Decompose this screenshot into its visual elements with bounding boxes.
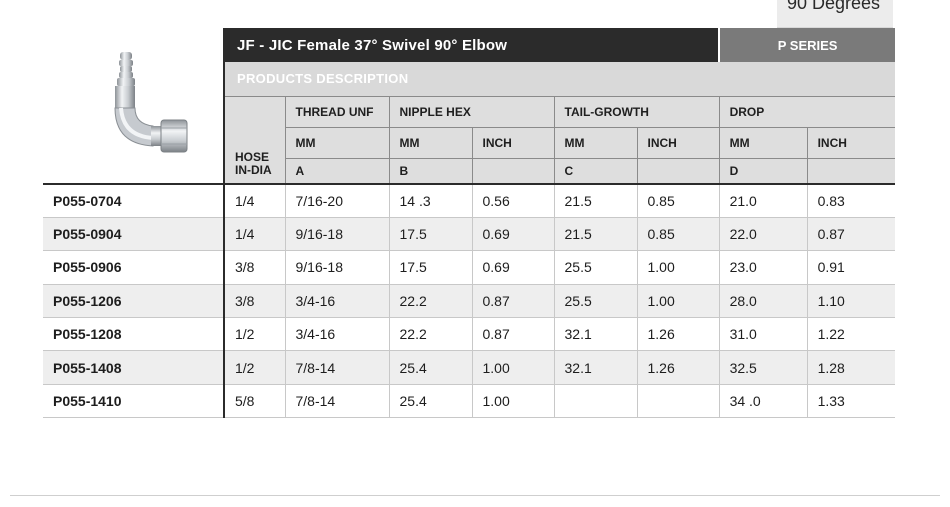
drop-inch: 0.83 xyxy=(806,184,896,218)
nipple-inch: 0.69 xyxy=(471,250,554,285)
nipple-mm: 17.5 xyxy=(388,217,472,252)
products-description-label: PRODUCTS DESCRIPTION xyxy=(224,62,896,97)
drop-mm: 22.0 xyxy=(718,217,808,252)
nipple-mm: 25.4 xyxy=(388,384,472,419)
hose-dia: 3/8 xyxy=(223,250,285,285)
tail-mm xyxy=(553,384,637,419)
dim-a-label: A xyxy=(284,158,389,185)
drop-inch: 1.33 xyxy=(806,384,896,419)
tail-mm: 25.5 xyxy=(553,284,637,319)
product-spec-sheet: JF - JIC Female 37° Swivel 90° Elbow P S… xyxy=(43,28,896,419)
part-number: P055-0704 xyxy=(43,184,225,218)
drop-mm-header: MM xyxy=(718,127,808,159)
tail-mm: 32.1 xyxy=(553,317,637,352)
nipple-mm: 14 .3 xyxy=(388,184,472,218)
thread-unf: 3/4-16 xyxy=(284,284,389,319)
thread-unf: 7/8-14 xyxy=(284,384,389,419)
nipple-inch: 0.56 xyxy=(471,184,554,218)
hose-dia: 1/4 xyxy=(223,184,285,218)
hose-dia: 1/2 xyxy=(223,317,285,352)
thread-unf: 9/16-18 xyxy=(284,250,389,285)
drop-mm: 23.0 xyxy=(718,250,808,285)
thread-unf: 7/8-14 xyxy=(284,350,389,385)
nipple-inch: 0.87 xyxy=(471,284,554,319)
dim-b-inch-blank xyxy=(471,158,554,185)
thread-unf-header: THREAD UNF xyxy=(284,96,389,128)
nipple-mm-header: MM xyxy=(388,127,472,159)
tail-inch: 1.00 xyxy=(636,250,720,285)
drop-mm: 31.0 xyxy=(718,317,808,352)
tail-mm: 21.5 xyxy=(553,184,637,218)
drop-mm: 32.5 xyxy=(718,350,808,385)
part-number: P055-1408 xyxy=(43,350,225,385)
thread-mm-header: MM xyxy=(284,127,389,159)
corner-tab: 90 Degrees xyxy=(777,0,893,28)
spec-table: JF - JIC Female 37° Swivel 90° Elbow P S… xyxy=(43,28,896,419)
part-number: P055-1410 xyxy=(43,384,225,419)
table-row: P055-1410 5/8 7/8-14 25.4 1.00 34 .0 1.3… xyxy=(43,384,896,419)
dim-d-label: D xyxy=(718,158,808,185)
dim-b-label: B xyxy=(388,158,472,185)
drop-inch: 1.10 xyxy=(806,284,896,319)
tail-mm-header: MM xyxy=(553,127,637,159)
table-row: P055-1408 1/2 7/8-14 25.4 1.00 32.1 1.26… xyxy=(43,350,896,385)
part-number: P055-0904 xyxy=(43,217,225,252)
nipple-mm: 22.2 xyxy=(388,284,472,319)
tail-inch: 1.26 xyxy=(636,350,720,385)
drop-mm: 34 .0 xyxy=(718,384,808,419)
page-divider xyxy=(10,495,940,496)
thread-unf: 9/16-18 xyxy=(284,217,389,252)
series-badge: P SERIES xyxy=(718,28,896,62)
drop-inch: 1.28 xyxy=(806,350,896,385)
table-row: P055-0704 1/4 7/16-20 14 .3 0.56 21.5 0.… xyxy=(43,184,896,218)
table-row: P055-0904 1/4 9/16-18 17.5 0.69 21.5 0.8… xyxy=(43,217,896,252)
thread-unf: 3/4-16 xyxy=(284,317,389,352)
product-title: JF - JIC Female 37° Swivel 90° Elbow xyxy=(224,28,720,62)
part-number: P055-1206 xyxy=(43,284,225,319)
nipple-inch: 0.69 xyxy=(471,217,554,252)
drop-inch: 0.91 xyxy=(806,250,896,285)
hose-dia: 1/2 xyxy=(223,350,285,385)
thread-unf: 7/16-20 xyxy=(284,184,389,218)
drop-mm: 28.0 xyxy=(718,284,808,319)
tail-mm: 21.5 xyxy=(553,217,637,252)
tail-growth-header: TAIL-GROWTH xyxy=(553,96,720,128)
nipple-inch-header: INCH xyxy=(471,127,554,159)
nipple-mm: 17.5 xyxy=(388,250,472,285)
dim-c-label: C xyxy=(553,158,637,185)
table-row: P055-1208 1/2 3/4-16 22.2 0.87 32.1 1.26… xyxy=(43,317,896,352)
tail-inch: 1.00 xyxy=(636,284,720,319)
nipple-inch: 1.00 xyxy=(471,350,554,385)
drop-inch-header: INCH xyxy=(806,127,896,159)
table-row: P055-0906 3/8 9/16-18 17.5 0.69 25.5 1.0… xyxy=(43,250,896,285)
drop-header: DROP xyxy=(718,96,896,128)
tail-inch-header: INCH xyxy=(636,127,720,159)
drop-inch: 0.87 xyxy=(806,217,896,252)
table-row: P055-1206 3/8 3/4-16 22.2 0.87 25.5 1.00… xyxy=(43,284,896,319)
tail-inch: 1.26 xyxy=(636,317,720,352)
elbow-fitting-icon xyxy=(114,52,188,153)
part-number: P055-1208 xyxy=(43,317,225,352)
drop-mm: 21.0 xyxy=(718,184,808,218)
hose-dia: 1/4 xyxy=(223,217,285,252)
corner-tab-label: 90 Degrees xyxy=(787,0,881,13)
part-number: P055-0906 xyxy=(43,250,225,285)
hose-dia: 3/8 xyxy=(223,284,285,319)
nipple-inch: 1.00 xyxy=(471,384,554,419)
product-image xyxy=(43,28,225,185)
hose-dia: 5/8 xyxy=(223,384,285,419)
nipple-hex-header: NIPPLE HEX xyxy=(388,96,554,128)
drop-inch: 1.22 xyxy=(806,317,896,352)
tail-inch: 0.85 xyxy=(636,217,720,252)
hose-in-dia-header: HOSE IN-DIA xyxy=(223,96,285,185)
nipple-inch: 0.87 xyxy=(471,317,554,352)
tail-inch xyxy=(636,384,720,419)
tail-mm: 25.5 xyxy=(553,250,637,285)
nipple-mm: 22.2 xyxy=(388,317,472,352)
tail-mm: 32.1 xyxy=(553,350,637,385)
dim-c-inch-blank xyxy=(636,158,720,185)
nipple-mm: 25.4 xyxy=(388,350,472,385)
tail-inch: 0.85 xyxy=(636,184,720,218)
dim-d-inch-blank xyxy=(806,158,896,185)
